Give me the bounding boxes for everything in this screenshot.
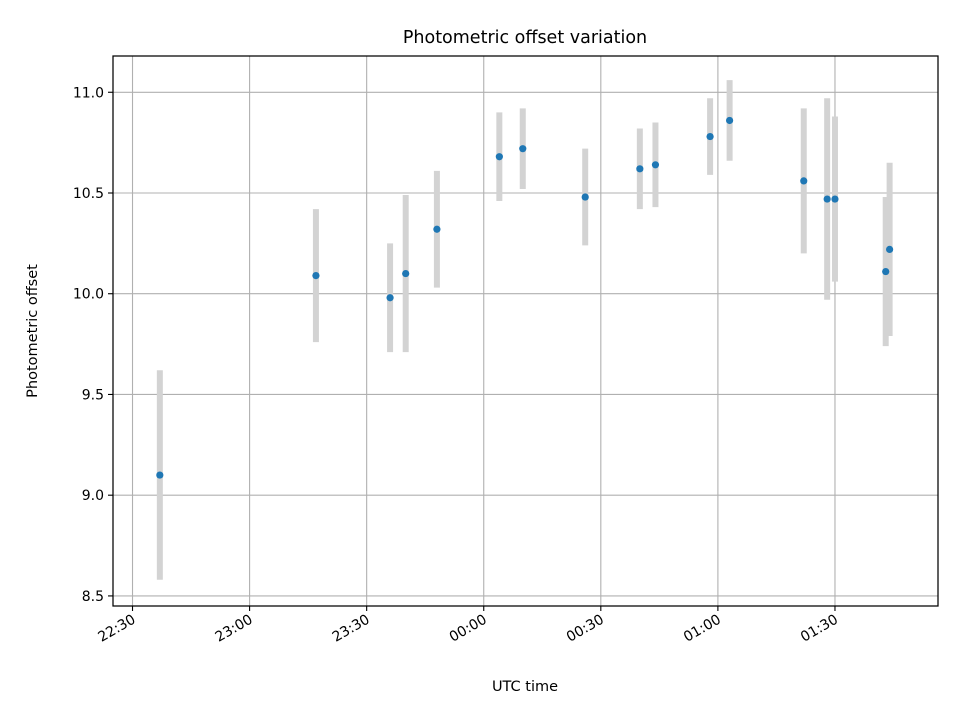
y-axis-label: Photometric offset (25, 264, 41, 398)
data-point (386, 294, 394, 302)
axes-frame (112, 55, 939, 607)
x-axis-label: UTC time (492, 679, 558, 695)
y-tick-label: 11.0 (73, 85, 104, 101)
data-points (156, 116, 894, 479)
data-point (706, 132, 714, 141)
data-point (823, 195, 831, 203)
data-point (800, 177, 808, 185)
data-point (433, 225, 441, 233)
data-point (636, 165, 644, 173)
data-point (495, 153, 503, 161)
grid (113, 56, 938, 606)
data-point (886, 245, 894, 254)
y-tick-label: 9.0 (82, 488, 104, 504)
chart-title: Photometric offset variation (403, 28, 647, 48)
y-tick-label: 9.5 (82, 387, 104, 403)
data-point (156, 471, 164, 479)
data-point (519, 145, 527, 153)
y-tick-label: 10.5 (73, 186, 104, 202)
data-point (831, 195, 839, 203)
y-tick-label: 10.0 (73, 287, 104, 303)
y-tick-label: 8.5 (82, 589, 104, 605)
data-point (651, 161, 660, 169)
data-point (312, 271, 320, 280)
data-point (402, 269, 410, 278)
data-point (581, 193, 589, 201)
data-point (726, 116, 734, 125)
data-point (882, 267, 890, 276)
